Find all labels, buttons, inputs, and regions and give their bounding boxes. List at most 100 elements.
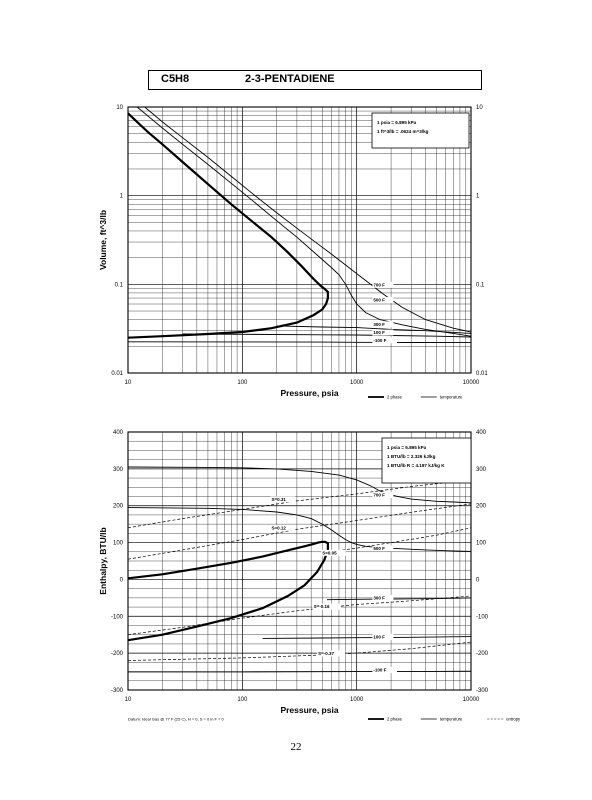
legend-label-temperature: temperature: [440, 395, 463, 400]
y-tick-label-right: 100: [476, 541, 487, 547]
x-tick-label: 100: [237, 380, 248, 386]
y-tick-label-right: 0.01: [476, 371, 488, 377]
series-100-f: [182, 333, 471, 338]
series-label-100-f: 100 F: [373, 634, 385, 639]
y-tick-label-left: 1: [120, 194, 124, 200]
series-300-f: [326, 597, 471, 601]
y-tick-label-right: 0.1: [476, 282, 485, 288]
series-2-phase: [128, 540, 329, 642]
y-tick-label-left: 100: [113, 541, 124, 547]
series-100-f: [128, 341, 471, 344]
x-tick-label: 1000: [350, 380, 364, 386]
y-tick-label-left: -100: [111, 614, 124, 620]
x-tick-label: 10: [125, 697, 132, 703]
series-group: 700 F 500 F 300 F 100 F -100 F: [128, 107, 471, 344]
series-label-s-0-16: S=-0.16: [314, 604, 330, 609]
series-label-700-f: 700 F: [373, 493, 385, 498]
series-2-phase: [128, 112, 329, 339]
series-group: 700 F 500 F 300 F 100 F -100 F S=0.31 S=0.12 S=…: [128, 466, 471, 674]
legend-label-entropy: entropy: [506, 717, 521, 722]
series-label-500-f: 500 F: [373, 546, 385, 551]
y-tick-label-left: -200: [111, 651, 124, 657]
series-label-bg: [372, 667, 397, 674]
series-500-f: [128, 507, 471, 552]
conversion-note-line: 1 BTU/lb = 2.326 kJ/kg: [387, 454, 436, 459]
y-axis-label: Enthalpy, BTU/lb: [98, 527, 108, 594]
y-tick-label-left: -300: [111, 688, 124, 694]
y-tick-label-right: -300: [476, 688, 489, 694]
y-tick-label-left: 0: [120, 577, 124, 583]
series-s-0-12: [128, 503, 471, 560]
x-tick-label: 100: [237, 697, 248, 703]
conversion-note-line: 1 ft^3/lb = .0624 m^3/kg: [377, 129, 429, 134]
series-s-0-16: [128, 595, 471, 636]
series-label-700-f: 700 F: [373, 282, 385, 287]
series-300-f: [276, 325, 471, 334]
y-tick-label-left: 0.1: [115, 282, 124, 288]
compound-name: 2-3-PENTADIENE: [245, 73, 335, 85]
series-label-300-f: 300 F: [373, 322, 385, 327]
y-tick-label-right: 1: [476, 194, 480, 200]
series-label-bg: [372, 281, 394, 288]
series-label-100-f: -100 F: [373, 338, 386, 343]
series-label-bg: [270, 496, 296, 503]
page-number: 22: [290, 741, 302, 753]
y-tick-label-right: 300: [476, 467, 487, 473]
y-tick-label-left: 0.01: [111, 371, 123, 377]
y-tick-label-left: 300: [113, 467, 124, 473]
y-tick-label-left: 10: [116, 105, 123, 111]
conversion-note-line: 1 BTU/lb R = 4.187 kJ/kg K: [387, 463, 445, 468]
series-label-bg: [321, 549, 346, 556]
series-label-100-f: 100 F: [373, 330, 385, 335]
plot-frame: [127, 431, 472, 691]
series-100-f: [128, 670, 471, 673]
series-label-bg: [270, 524, 296, 531]
series-label-s-0-05: S=0.05: [322, 550, 337, 555]
series-label-bg: [372, 321, 394, 328]
conversion-note-line: 1 psia = 6.895 kPa: [377, 120, 417, 125]
chart-enthalpy: 700 F 500 F 300 F 100 F -100 F S=0.31 S=0.12 S=…: [98, 430, 521, 722]
series-label-bg: [372, 492, 394, 498]
series-label-s-0-31: S=0.31: [272, 497, 287, 502]
conversion-note-box: [381, 437, 472, 484]
datum-note: Datum: Ideal Gas @ 77 F (25 C), H = 0, S…: [128, 717, 225, 722]
compound-formula: C5H8: [161, 73, 190, 85]
x-tick-label: 1000: [350, 697, 364, 703]
x-tick-label: 10000: [463, 697, 480, 703]
y-tick-label-right: -100: [476, 614, 489, 620]
legend: 2 phase temperature: [368, 395, 463, 400]
series-label-300-f: 300 F: [373, 596, 385, 601]
chart-volume: 700 F 500 F 300 F 100 F -100 F 10 100 1000 10000…: [98, 105, 488, 400]
series-label-bg: [372, 297, 394, 304]
x-axis-label: Pressure, psia: [280, 705, 338, 715]
series-label-bg: [372, 329, 394, 336]
series-label-bg: [312, 603, 341, 610]
legend-label-2-phase: 2 phase: [387, 395, 403, 400]
series-700-f: [144, 107, 471, 333]
series-label-bg: [372, 595, 394, 602]
y-tick-label-right: -200: [476, 651, 489, 657]
series-100-f: [262, 636, 471, 639]
series-label-s-0-12: S=0.12: [272, 525, 287, 530]
y-tick-label-right: 10: [476, 105, 483, 111]
conversion-note-line: 1 psia = 6.895 kPa: [387, 445, 427, 450]
series-s-0-05: [322, 527, 471, 554]
series-s-0-37: [128, 641, 471, 661]
y-tick-label-left: 200: [113, 504, 124, 510]
series-label-bg: [372, 545, 394, 552]
y-tick-label-left: 400: [113, 430, 124, 436]
y-tick-label-right: 0: [476, 577, 480, 583]
series-700-f: [128, 466, 471, 504]
series-label-100-f: -100 F: [373, 668, 386, 673]
y-tick-label-right: 400: [476, 430, 487, 436]
series-s-0-31: [128, 479, 471, 529]
conversion-note: 1 psia = 6.895 kPa 1 BTU/lb = 2.326 kJ/kg…: [381, 437, 472, 484]
x-tick-label: 10000: [463, 380, 480, 386]
series-label-bg: [372, 633, 394, 640]
legend-label-2-phase: 2 phase: [387, 717, 403, 722]
y-axis-label: Volume, ft^3/lb: [98, 210, 108, 270]
conversion-note-box: [371, 112, 470, 149]
y-tick-label-right: 200: [476, 504, 487, 510]
legend: 2 phase temperature entropy: [368, 717, 521, 722]
